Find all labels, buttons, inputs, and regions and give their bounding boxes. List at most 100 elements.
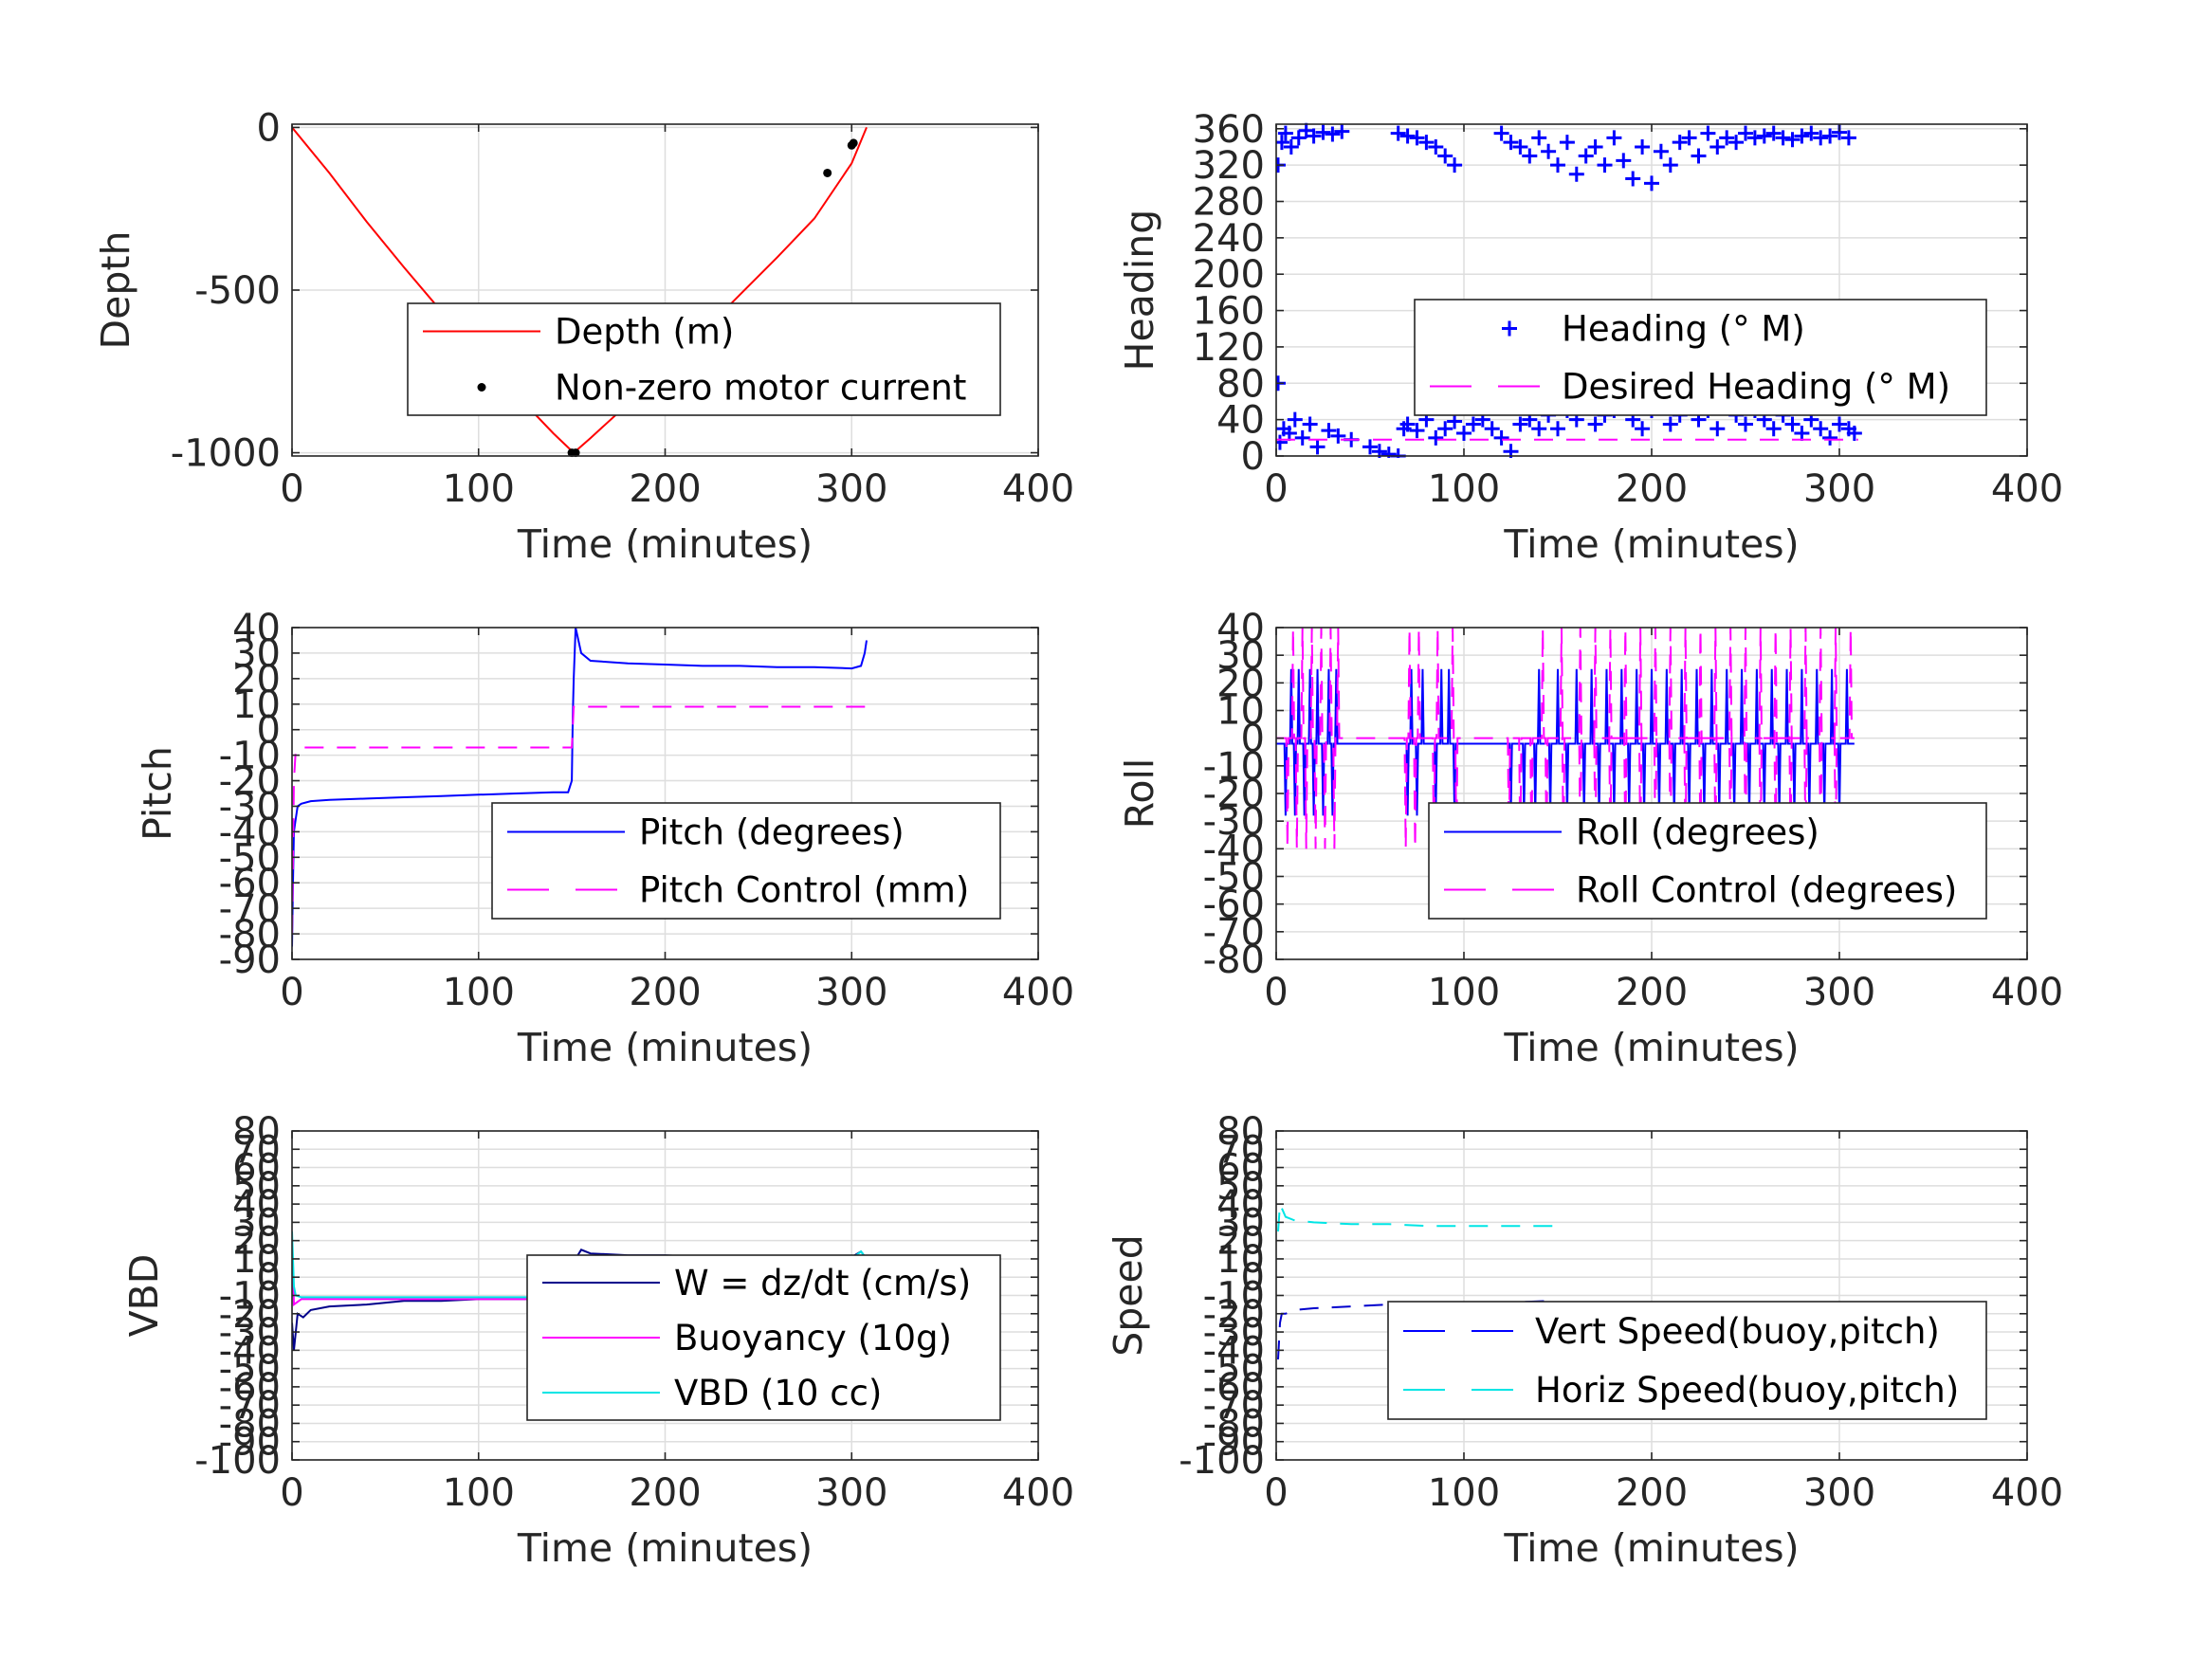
data-point xyxy=(1559,135,1575,151)
y-tick-label: 60 xyxy=(232,1147,281,1191)
x-tick-label: 400 xyxy=(1991,971,2063,1014)
data-point xyxy=(1334,123,1350,139)
y-tick-label: -70 xyxy=(1203,1384,1265,1428)
legend: Vert Speed(buoy,pitch) Horiz Speed(buoy,p… xyxy=(1387,1301,1987,1420)
data-point xyxy=(1822,429,1838,446)
y-axis-label: Pitch xyxy=(135,746,180,841)
y-tick-label: 0 xyxy=(257,709,281,753)
series-line xyxy=(292,126,868,454)
y-tick-label: 240 xyxy=(1193,217,1265,261)
data-point xyxy=(1447,413,1463,429)
y-tick-label: -30 xyxy=(1203,1311,1265,1355)
y-tick-label: 30 xyxy=(232,1201,281,1245)
y-tick-label: -50 xyxy=(1203,856,1265,900)
legend: Roll (degrees) Roll Control (degrees) xyxy=(1428,802,1987,920)
y-tick-label: 160 xyxy=(1193,290,1265,334)
legend-box xyxy=(491,802,1001,920)
x-tick-label: 0 xyxy=(1264,467,1288,511)
y-tick-label: -40 xyxy=(1203,1329,1265,1373)
y-tick-label: -70 xyxy=(219,887,281,931)
series-line xyxy=(1276,627,1855,849)
y-tick-label: -100 xyxy=(1179,1439,1265,1483)
legend-box xyxy=(1387,1301,1987,1420)
data-point xyxy=(1362,439,1378,455)
data-point xyxy=(1578,148,1594,164)
data-point xyxy=(1302,416,1318,432)
data-point xyxy=(1616,153,1632,169)
legend: Heading (° M) Desired Heading (° M) xyxy=(1414,299,1987,416)
data-point xyxy=(1746,130,1763,146)
x-tick-label: 0 xyxy=(280,971,303,1014)
data-point xyxy=(1294,429,1310,446)
data-point xyxy=(1306,128,1322,144)
y-tick-label: -40 xyxy=(219,1329,281,1373)
data-point xyxy=(1794,426,1810,442)
data-point xyxy=(1846,426,1862,442)
legend: Pitch (degrees) Pitch Control (mm) xyxy=(491,802,1001,920)
y-tick-label: 50 xyxy=(232,1165,281,1209)
data-point xyxy=(1512,416,1528,432)
data-point xyxy=(1700,125,1716,141)
data-point xyxy=(1493,429,1509,446)
pitch-panel: 0 100 200 300 400-90-80-70-60-50-40-30-20-10… xyxy=(135,607,1074,1070)
data-point xyxy=(1756,128,1772,144)
legend-label: Pitch Control (mm) xyxy=(639,870,969,911)
data-point xyxy=(1503,135,1519,151)
y-tick-label: -50 xyxy=(219,1348,281,1392)
y-tick-label: -10 xyxy=(1203,745,1265,789)
x-tick-label: 400 xyxy=(1002,1471,1074,1515)
data-point xyxy=(1662,416,1678,432)
data-point xyxy=(1568,166,1584,182)
data-point xyxy=(1635,138,1651,155)
data-point xyxy=(1325,126,1341,142)
data-point xyxy=(1287,411,1303,428)
y-tick-label: -70 xyxy=(219,1384,281,1428)
x-tick-label: 400 xyxy=(1991,1471,2063,1515)
data-point xyxy=(1437,148,1453,164)
data-point xyxy=(1765,125,1782,141)
data-point xyxy=(1321,423,1337,439)
data-point xyxy=(1380,447,1397,458)
y-tick-label: -50 xyxy=(219,836,281,880)
data-point xyxy=(1541,143,1557,159)
y-tick-label: 40 xyxy=(1216,607,1265,650)
x-tick-label: 100 xyxy=(443,971,515,1014)
y-tick-label: -60 xyxy=(219,1366,281,1410)
data-point xyxy=(1587,416,1603,432)
x-axis-label: Time (minutes) xyxy=(517,1525,813,1571)
x-tick-label: 200 xyxy=(1616,971,1688,1014)
y-tick-label: 80 xyxy=(1216,1110,1265,1154)
legend-box xyxy=(1428,802,1987,920)
data-point xyxy=(1784,132,1801,148)
legend-label: Roll (degrees) xyxy=(1576,812,1819,853)
roll-panel: 0 100 200 300 400-80-70-60-50-40-30-20-10010… xyxy=(1117,607,2063,1070)
y-tick-label: -100 xyxy=(194,1439,281,1483)
y-tick-label: -500 xyxy=(194,269,281,313)
y-tick-label: 320 xyxy=(1193,144,1265,188)
y-tick-label: 120 xyxy=(1193,326,1265,370)
y-axis-label: Depth xyxy=(93,231,138,350)
data-point xyxy=(1803,125,1819,141)
y-axis-label: VBD xyxy=(121,1254,167,1338)
data-point xyxy=(1428,138,1444,155)
y-axis-label: Speed xyxy=(1106,1234,1151,1357)
x-tick-label: 100 xyxy=(1428,1471,1500,1515)
x-tick-label: 400 xyxy=(1991,467,2063,511)
vbd-panel: 0 100 200 300 400-100-90-80-70-60-50-40-30-2… xyxy=(121,1110,1074,1571)
y-tick-label: 0 xyxy=(257,106,281,150)
y-tick-label: -70 xyxy=(1203,911,1265,955)
data-point xyxy=(1399,416,1416,432)
y-tick-label: -30 xyxy=(1203,800,1265,844)
y-tick-label: -20 xyxy=(219,1293,281,1337)
x-tick-label: 100 xyxy=(1428,971,1500,1014)
legend-label: Non-zero motor current xyxy=(555,368,966,409)
data-point xyxy=(1606,130,1622,146)
data-point xyxy=(1822,128,1838,144)
y-tick-label: 80 xyxy=(1216,362,1265,406)
data-point xyxy=(1681,130,1697,146)
legend-box xyxy=(407,302,1001,416)
data-point xyxy=(1709,138,1726,155)
y-tick-label: -30 xyxy=(219,1311,281,1355)
data-point xyxy=(1465,416,1481,432)
data-point xyxy=(1794,128,1810,144)
